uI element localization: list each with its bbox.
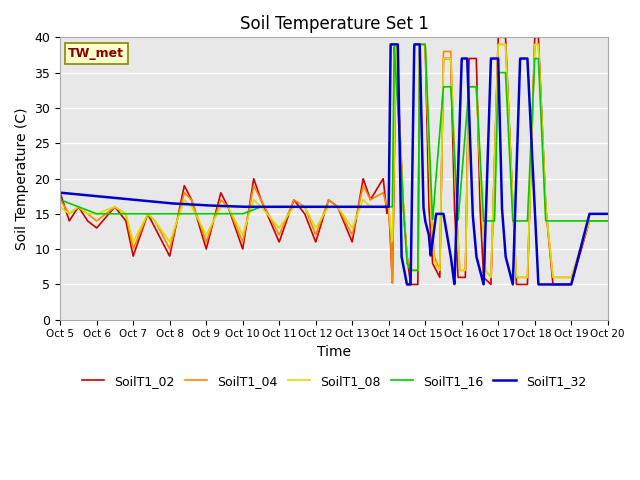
SoilT1_02 bbox=[593, 218, 601, 224]
SoilT1_08 bbox=[604, 218, 612, 224]
SoilT1_02 bbox=[290, 197, 298, 203]
SoilT1_02 bbox=[604, 218, 612, 224]
SoilT1_04 bbox=[416, 41, 424, 47]
X-axis label: Time: Time bbox=[317, 345, 351, 359]
Line: SoilT1_04: SoilT1_04 bbox=[60, 44, 608, 283]
SoilT1_08 bbox=[534, 41, 542, 47]
SoilT1_04 bbox=[56, 197, 64, 203]
SoilT1_02 bbox=[56, 190, 64, 195]
SoilT1_02 bbox=[534, 35, 542, 40]
SoilT1_16 bbox=[56, 197, 64, 203]
SoilT1_08 bbox=[416, 41, 424, 47]
Line: SoilT1_02: SoilT1_02 bbox=[60, 37, 608, 285]
SoilT1_02 bbox=[495, 35, 502, 40]
SoilT1_04 bbox=[119, 209, 127, 215]
SoilT1_04 bbox=[151, 218, 159, 224]
SoilT1_16 bbox=[266, 204, 274, 210]
SoilT1_32 bbox=[604, 211, 612, 217]
SoilT1_32 bbox=[290, 204, 298, 210]
SoilT1_02 bbox=[266, 218, 274, 224]
SoilT1_32 bbox=[119, 196, 127, 202]
SoilT1_16 bbox=[534, 56, 542, 61]
SoilT1_04 bbox=[266, 215, 274, 220]
SoilT1_08 bbox=[593, 218, 601, 224]
SoilT1_08 bbox=[290, 204, 298, 210]
SoilT1_32 bbox=[387, 41, 394, 47]
SoilT1_04 bbox=[534, 41, 542, 47]
SoilT1_32 bbox=[534, 281, 542, 287]
SoilT1_08 bbox=[151, 218, 159, 224]
Title: Soil Temperature Set 1: Soil Temperature Set 1 bbox=[239, 15, 428, 33]
Text: TW_met: TW_met bbox=[68, 47, 124, 60]
SoilT1_16 bbox=[151, 211, 159, 217]
SoilT1_32 bbox=[266, 204, 274, 210]
SoilT1_02 bbox=[119, 214, 127, 219]
SoilT1_08 bbox=[119, 209, 127, 215]
SoilT1_16 bbox=[407, 267, 415, 273]
SoilT1_16 bbox=[604, 218, 612, 224]
SoilT1_16 bbox=[416, 41, 424, 47]
SoilT1_32 bbox=[56, 190, 64, 195]
SoilT1_02 bbox=[151, 225, 159, 231]
SoilT1_32 bbox=[151, 199, 159, 205]
SoilT1_32 bbox=[593, 211, 601, 217]
Line: SoilT1_08: SoilT1_08 bbox=[60, 44, 608, 277]
SoilT1_08 bbox=[266, 215, 274, 220]
Line: SoilT1_32: SoilT1_32 bbox=[60, 44, 608, 285]
Y-axis label: Soil Temperature (C): Soil Temperature (C) bbox=[15, 108, 29, 250]
SoilT1_04 bbox=[604, 218, 612, 224]
SoilT1_02 bbox=[407, 282, 415, 288]
Line: SoilT1_16: SoilT1_16 bbox=[60, 44, 608, 270]
SoilT1_04 bbox=[290, 197, 298, 203]
SoilT1_08 bbox=[513, 275, 520, 280]
SoilT1_16 bbox=[593, 218, 601, 224]
SoilT1_04 bbox=[593, 218, 601, 224]
Legend: SoilT1_02, SoilT1_04, SoilT1_08, SoilT1_16, SoilT1_32: SoilT1_02, SoilT1_04, SoilT1_08, SoilT1_… bbox=[77, 370, 591, 393]
SoilT1_16 bbox=[119, 211, 127, 217]
SoilT1_04 bbox=[388, 280, 396, 286]
SoilT1_08 bbox=[56, 204, 64, 210]
SoilT1_32 bbox=[403, 282, 411, 288]
SoilT1_16 bbox=[290, 204, 298, 210]
